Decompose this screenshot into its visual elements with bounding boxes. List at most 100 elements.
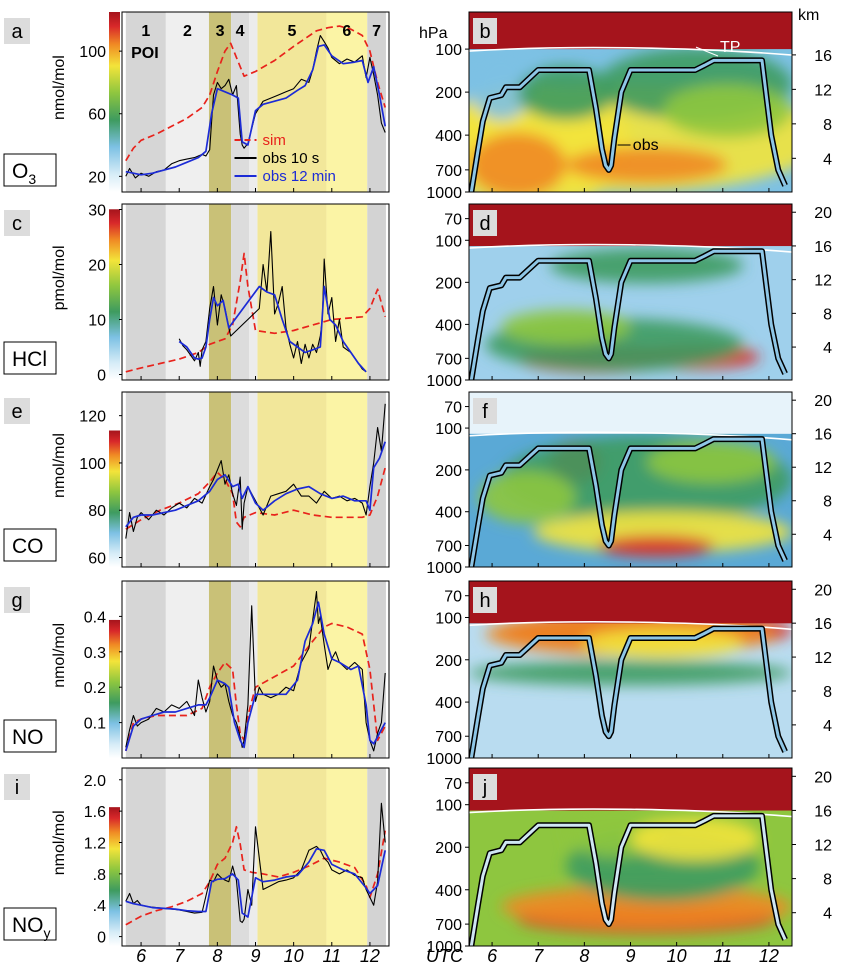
pressure-tick-label: 200 [435, 85, 462, 102]
left-panels: 2060100nmol/molaO30102030pmol/molcHCl608… [3, 11, 390, 947]
flight-track [469, 627, 787, 758]
ytick-label: 10 [88, 313, 106, 330]
pressure-tick-label: 700 [435, 538, 462, 555]
species-label: NOy [12, 914, 51, 941]
pressure-tick-label: 70 [444, 776, 462, 793]
species-label: CO [12, 535, 44, 558]
phase-gap-band [249, 581, 258, 758]
stratosphere-band [469, 12, 792, 50]
field-blob-7 [662, 84, 792, 138]
panel-c: 0 10 20 30 pmol/mol c HCl [3, 203, 390, 385]
field-blob-1 [501, 885, 792, 929]
species-name: NO [12, 914, 44, 937]
left-xtick-label: 9 [250, 946, 260, 966]
panel-letter-bg [473, 210, 497, 236]
ytick-label: 20 [88, 169, 106, 186]
phase-band-7 [367, 12, 386, 192]
pressure-tick-label: 1000 [426, 560, 462, 577]
ytick-label: 60 [88, 107, 106, 124]
phase-band-3 [208, 204, 232, 380]
pressure-tick-label: 70 [444, 589, 462, 606]
phase-band-2 [165, 204, 209, 380]
panel-letter-bg [473, 774, 497, 800]
flight-track [469, 814, 787, 946]
flight-track [469, 249, 787, 380]
panel-letter-bg [473, 398, 497, 424]
field-blob-3 [549, 248, 744, 284]
field-blobs [478, 435, 792, 557]
series-obs-12-min [125, 847, 387, 918]
right-xtick-label: 7 [533, 946, 544, 966]
phase-band-6 [326, 204, 368, 380]
pressure-tick-label: 200 [435, 275, 462, 292]
panel-letter-bg [4, 398, 30, 424]
ytick-label: 0.2 [84, 680, 106, 697]
altitude-tick-label: 12 [814, 838, 832, 855]
phase-band-1 [125, 12, 166, 192]
phase-bands [125, 12, 386, 192]
panel-b: 100 200 400 700 1000 16 12 8 4 b hPa km TP obs [419, 7, 832, 202]
altitude-tick-label: 8 [823, 117, 832, 134]
phase-band-2 [165, 581, 209, 758]
pressure-tick-label: 200 [435, 463, 462, 480]
heatmap-field [469, 12, 792, 192]
series-obs-10-s [125, 34, 386, 179]
phase-band-5 [257, 392, 327, 567]
pressure-tick-label: 700 [435, 351, 462, 368]
pressure-tick-label: 100 [435, 610, 462, 627]
phase-number-4: 4 [236, 23, 245, 40]
species-label: HCl [12, 348, 47, 371]
phase-band-4 [231, 768, 250, 946]
ytick-label: 100 [79, 44, 106, 61]
stratosphere-band [469, 768, 792, 811]
pressure-tick-label: 100 [435, 798, 462, 815]
pressure-tick-label: 700 [435, 917, 462, 934]
right-xtick-label: 6 [487, 946, 498, 966]
stratosphere-band [469, 581, 792, 624]
pressure-tick-label: 100 [435, 233, 462, 250]
pressure-tick-label: 200 [435, 653, 462, 670]
ytick-label: 60 [88, 551, 106, 568]
series-obs-12-min [178, 285, 367, 373]
right-xtick-label: 10 [667, 946, 687, 966]
legend-label-1: obs 10 s [263, 150, 320, 167]
pressure-tick-label: 400 [435, 505, 462, 522]
altitude-tick-label: 8 [823, 306, 832, 323]
altitude-tick-label: 4 [823, 527, 832, 544]
tropopause-line [469, 46, 792, 56]
species-name: O [12, 160, 28, 183]
colorbar-strip [109, 209, 120, 380]
phase-band-1 [125, 768, 166, 946]
species-label: NO [12, 726, 44, 749]
panel-g: 0.1 0.2 0.3 0.4 nmol/mol g NO [3, 580, 390, 759]
panel-letter: f [482, 401, 488, 423]
y-axis-label: nmol/mol [51, 623, 68, 688]
altitude-tick-label: 8 [823, 872, 832, 889]
altitude-tick-label: 20 [814, 393, 832, 410]
right-xtick-label: 8 [579, 946, 589, 966]
phase-band-7 [367, 581, 386, 758]
panel-e: 60 80 100 120 nmol/mol e CO [3, 391, 390, 568]
species-label: O3 [12, 160, 36, 187]
phase-band-4 [231, 581, 250, 758]
altitude-tick-label: 12 [814, 273, 832, 290]
heatmap-field [469, 204, 792, 380]
left-xtick-label: 10 [284, 946, 304, 966]
right-panels: 100 200 400 700 1000 16 12 8 4 b hPa km TP obs 70 100 20… [419, 7, 832, 956]
y-axis-label: nmol/mol [51, 433, 68, 498]
series-obs-12-min [125, 441, 387, 528]
series-sim [125, 25, 387, 162]
field-blob-5 [646, 441, 776, 483]
ytick-label: 1.2 [84, 835, 106, 852]
x-axis: 6 6 7 7 8 8 9 9 10 10 11 11 12 12 UTC [136, 946, 779, 966]
field-blob-4 [478, 470, 576, 524]
ytick-label: 0 [97, 930, 106, 947]
panel-letter: h [479, 590, 490, 612]
phase-gap-band [249, 204, 258, 380]
series-sim [125, 825, 387, 926]
left-xtick-label: 7 [174, 946, 185, 966]
phase-band-1 [125, 204, 166, 380]
phase-number-1: 1 [141, 23, 150, 40]
right-xtick-label: 11 [713, 946, 732, 966]
altitude-tick-label: 12 [814, 82, 832, 99]
